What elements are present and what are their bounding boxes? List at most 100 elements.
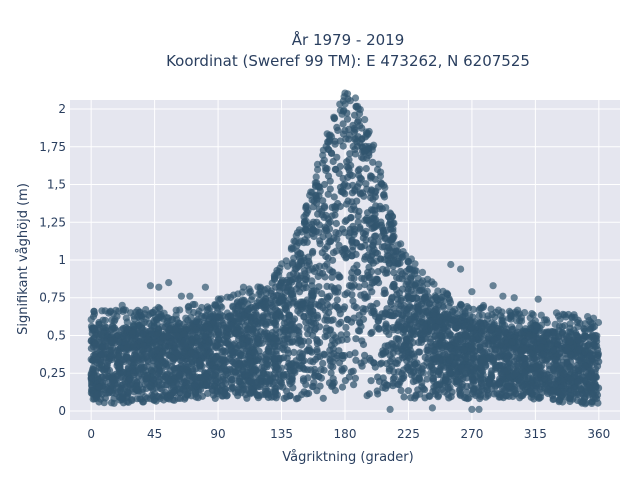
data-point [581, 362, 589, 370]
data-point [371, 206, 379, 214]
data-point [566, 364, 574, 372]
data-point [365, 143, 373, 151]
data-point [244, 306, 252, 314]
data-point [99, 343, 107, 351]
data-point [144, 356, 152, 364]
outlier-point [177, 292, 185, 300]
data-point [211, 301, 219, 309]
data-point [303, 238, 311, 246]
data-point [347, 318, 356, 326]
data-point [356, 223, 364, 231]
data-point [441, 350, 449, 358]
data-point [367, 377, 375, 385]
data-point [452, 370, 461, 378]
data-point [323, 316, 332, 325]
data-point [340, 364, 348, 372]
data-point [501, 387, 509, 395]
data-point [305, 346, 314, 355]
data-point [255, 296, 263, 304]
data-point [361, 281, 369, 289]
data-point [462, 374, 471, 382]
data-point [369, 158, 377, 166]
data-point [404, 387, 412, 395]
data-point [195, 338, 203, 346]
data-point [223, 309, 231, 317]
data-point [333, 235, 341, 243]
data-point [492, 308, 500, 316]
data-point [413, 294, 421, 302]
data-point [341, 377, 349, 385]
outlier-point [457, 265, 465, 273]
data-point [581, 348, 589, 356]
data-point [487, 325, 495, 333]
data-point [213, 387, 221, 395]
data-point [445, 356, 454, 365]
data-point [127, 309, 135, 317]
x-tick-label: 270 [460, 427, 483, 441]
data-point [319, 151, 327, 159]
data-point [229, 348, 238, 356]
data-point [327, 283, 336, 291]
data-point [452, 339, 460, 347]
outlier-point [275, 271, 283, 279]
data-point [343, 90, 352, 98]
data-point [321, 262, 329, 270]
data-point [400, 393, 408, 401]
data-point [578, 391, 587, 399]
data-point [382, 204, 390, 212]
data-point [341, 180, 349, 188]
data-point [192, 317, 200, 325]
data-point [388, 294, 396, 303]
data-point [218, 348, 226, 356]
data-point [316, 237, 324, 245]
data-point [370, 238, 378, 246]
data-point [239, 367, 247, 375]
data-point [284, 262, 292, 270]
data-point [446, 368, 454, 376]
data-point [105, 388, 113, 396]
data-point [253, 323, 261, 331]
data-point [160, 309, 168, 317]
data-point [123, 318, 131, 326]
data-point [300, 312, 308, 320]
data-point [424, 293, 433, 301]
data-point [521, 309, 529, 317]
data-point [439, 302, 447, 310]
outlier-point [263, 285, 271, 293]
data-point [329, 375, 337, 383]
data-point [341, 303, 349, 311]
data-point [187, 383, 196, 391]
data-point [359, 315, 368, 323]
data-point [144, 335, 152, 343]
data-point [367, 194, 375, 202]
data-point [364, 130, 372, 138]
data-point [318, 207, 326, 215]
data-point [445, 378, 453, 386]
data-point [299, 375, 308, 383]
data-point [290, 254, 298, 262]
data-point [460, 346, 468, 354]
data-point [97, 350, 105, 359]
scatter-points [87, 89, 603, 413]
data-point [584, 372, 593, 380]
data-point [421, 386, 429, 394]
data-point [153, 392, 162, 400]
data-point [431, 323, 439, 331]
data-point [426, 369, 435, 377]
data-point [334, 126, 342, 134]
data-point [96, 331, 105, 339]
data-point [354, 171, 363, 179]
data-point [316, 302, 324, 310]
data-point [324, 190, 332, 198]
data-point [475, 312, 483, 320]
data-point [461, 322, 469, 330]
y-tick-label: 1,25 [39, 215, 66, 229]
data-point [397, 323, 405, 331]
data-point [423, 375, 431, 383]
data-point [335, 320, 343, 328]
data-point [351, 94, 360, 102]
data-point [110, 394, 118, 402]
x-tick-label: 360 [587, 427, 610, 441]
data-point [457, 364, 466, 372]
